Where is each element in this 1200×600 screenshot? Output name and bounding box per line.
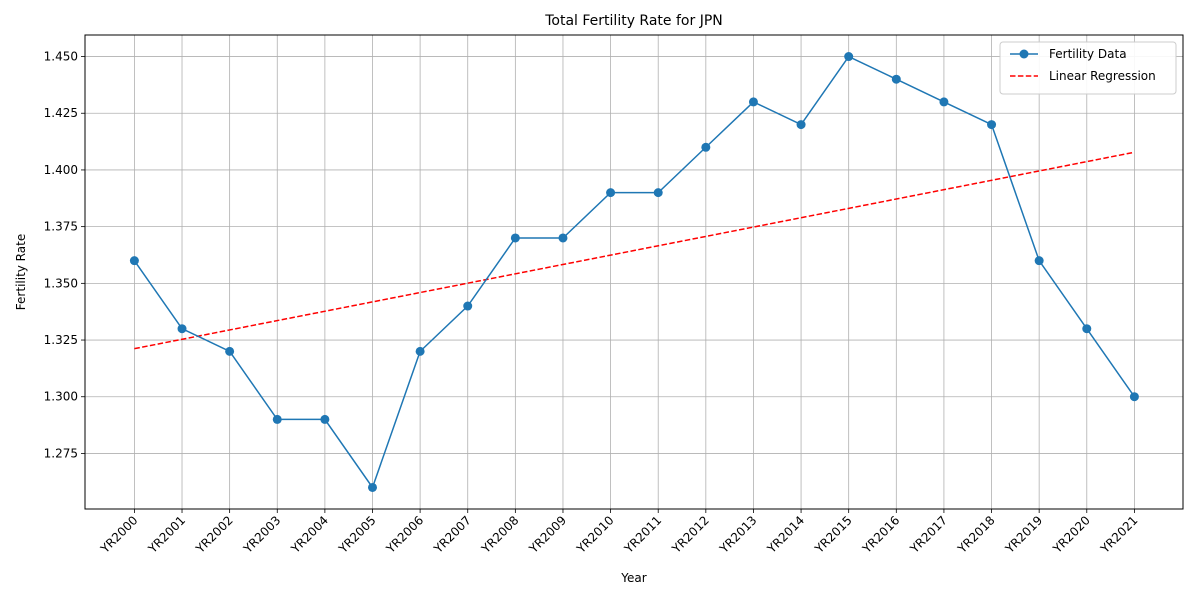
- x-tick-label: YR2006: [383, 513, 426, 556]
- y-axis-ticks: 1.275 1.300 1.325 1.350 1.375 1.400 1.425 1.450: [44, 50, 85, 460]
- x-tick-label: YR2001: [145, 513, 188, 556]
- legend: Fertility Data Linear Regression: [999, 41, 1177, 95]
- data-point: [272, 414, 282, 424]
- fertility-series: [129, 52, 1139, 492]
- data-point: [1034, 256, 1044, 266]
- x-tick-label: YR2015: [812, 513, 855, 556]
- x-tick-label: YR2020: [1050, 513, 1093, 556]
- x-tick-label: YR2008: [478, 513, 521, 556]
- data-point: [1082, 324, 1092, 334]
- data-point: [367, 482, 377, 492]
- plot-area-frame: [84, 34, 1184, 510]
- data-point: [844, 52, 854, 62]
- data-point: [177, 324, 187, 334]
- x-tick-label: YR2014: [764, 513, 807, 556]
- data-point: [606, 188, 616, 198]
- x-tick-label: YR2018: [954, 513, 997, 556]
- data-point: [558, 233, 568, 243]
- grid-lines: [85, 35, 1183, 509]
- x-tick-label: YR2021: [1097, 513, 1140, 556]
- fertility-line: [133, 55, 1136, 490]
- y-tick-label: 1.300: [44, 390, 78, 404]
- data-point: [510, 233, 520, 243]
- chart-title: Total Fertility Rate for JPN: [544, 13, 722, 29]
- y-tick-label: 1.450: [44, 50, 78, 64]
- data-point: [653, 188, 663, 198]
- data-point: [463, 301, 473, 311]
- y-tick-label: 1.350: [44, 276, 78, 290]
- legend-label-regression: Linear Regression: [1049, 69, 1156, 83]
- x-tick-label: YR2009: [526, 513, 569, 556]
- y-tick-label: 1.375: [44, 220, 78, 234]
- data-point: [320, 414, 330, 424]
- y-tick-label: 1.275: [44, 446, 78, 460]
- data-point: [225, 346, 235, 356]
- data-point: [939, 97, 949, 107]
- x-tick-label: YR2002: [192, 513, 235, 556]
- x-tick-label: YR2003: [240, 513, 283, 556]
- data-point: [701, 142, 711, 152]
- x-tick-label: YR2000: [97, 513, 140, 556]
- data-point: [129, 256, 139, 266]
- regression-series: [134, 151, 1135, 350]
- y-tick-label: 1.325: [44, 333, 78, 347]
- y-tick-label: 1.425: [44, 106, 78, 120]
- legend-marker-fertility: [1019, 49, 1029, 59]
- legend-box: [999, 41, 1177, 95]
- data-point: [891, 74, 901, 84]
- data-point: [796, 120, 806, 130]
- data-point: [987, 120, 997, 130]
- x-tick-label: YR2011: [621, 513, 664, 556]
- x-tick-label: YR2012: [669, 513, 712, 556]
- y-axis-title: Fertility Rate: [14, 234, 28, 310]
- x-tick-label: YR2007: [431, 513, 474, 556]
- x-tick-label: YR2017: [907, 513, 950, 556]
- x-tick-label: YR2016: [859, 513, 902, 556]
- x-axis-ticks: YR2000 YR2001 YR2002 YR2003 YR2004 YR2005 YR20…: [97, 509, 1141, 557]
- x-tick-label: YR2004: [288, 513, 331, 556]
- x-tick-label: YR2019: [1002, 513, 1045, 556]
- y-tick-label: 1.400: [44, 163, 78, 177]
- x-axis-title: Year: [620, 571, 646, 585]
- x-tick-label: YR2005: [335, 513, 378, 556]
- data-point: [748, 97, 758, 107]
- x-tick-label: YR2010: [573, 513, 616, 556]
- regression-line: [134, 151, 1135, 350]
- x-tick-label: YR2013: [716, 513, 759, 556]
- legend-label-fertility: Fertility Data: [1049, 47, 1127, 61]
- data-point: [415, 346, 425, 356]
- data-point: [1129, 392, 1139, 402]
